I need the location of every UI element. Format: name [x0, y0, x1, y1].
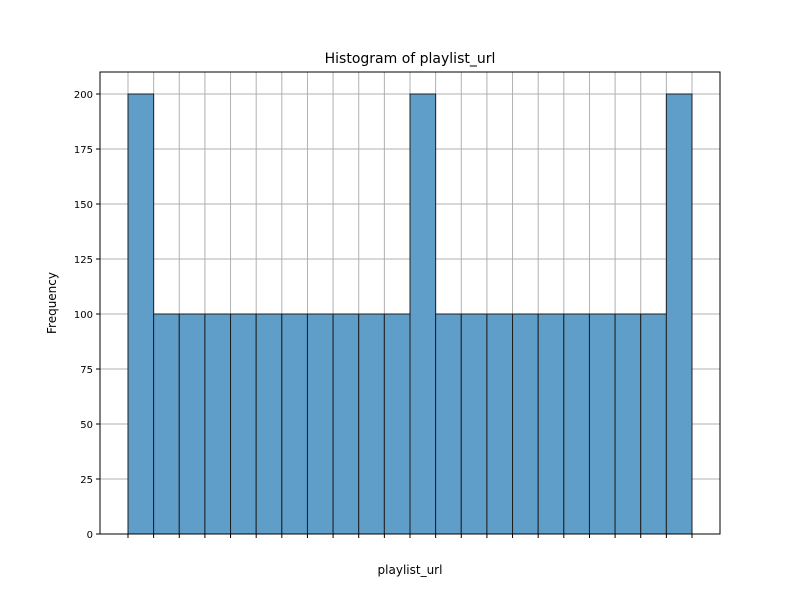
histogram-bar	[588, 313, 616, 535]
histogram-bar	[486, 313, 514, 535]
y-tick-label: 175	[74, 145, 93, 156]
histogram-bar	[358, 313, 385, 535]
histogram-bar	[563, 313, 590, 535]
histogram-bar	[204, 313, 232, 535]
x-axis-ticks	[127, 534, 693, 538]
histogram-bar	[640, 313, 667, 535]
histogram-bar	[665, 93, 693, 535]
histogram-bar	[153, 313, 180, 535]
histogram-bar	[409, 93, 437, 535]
histogram-bar	[614, 313, 642, 535]
bars-layer	[127, 93, 693, 535]
y-tick-label: 125	[74, 255, 93, 266]
y-tick-label: 0	[87, 530, 93, 541]
x-axis-label: playlist_url	[378, 563, 443, 577]
histogram-bar	[332, 313, 360, 535]
histogram-bar	[460, 313, 488, 535]
histogram-bar	[255, 313, 283, 535]
histogram-bar	[537, 313, 565, 535]
y-tick-label: 25	[80, 475, 93, 486]
histogram-bar	[281, 313, 308, 535]
histogram-bar	[383, 313, 411, 535]
histogram-bar	[127, 93, 155, 535]
y-axis-ticks: 0 25 50 75 100 125 150 175 200	[74, 90, 100, 541]
histogram-bar	[306, 313, 334, 535]
y-tick-label: 75	[80, 365, 93, 376]
chart-title: Histogram of playlist_url	[325, 51, 496, 67]
y-tick-label: 100	[74, 310, 93, 321]
y-axis-label: Frequency	[45, 272, 59, 334]
histogram-bar	[435, 313, 462, 535]
y-tick-label: 50	[80, 420, 93, 431]
histogram-bar	[178, 313, 206, 535]
histogram-bar	[512, 313, 539, 535]
y-tick-label: 150	[74, 200, 93, 211]
histogram-bar	[230, 313, 257, 535]
y-tick-label: 200	[74, 90, 93, 101]
